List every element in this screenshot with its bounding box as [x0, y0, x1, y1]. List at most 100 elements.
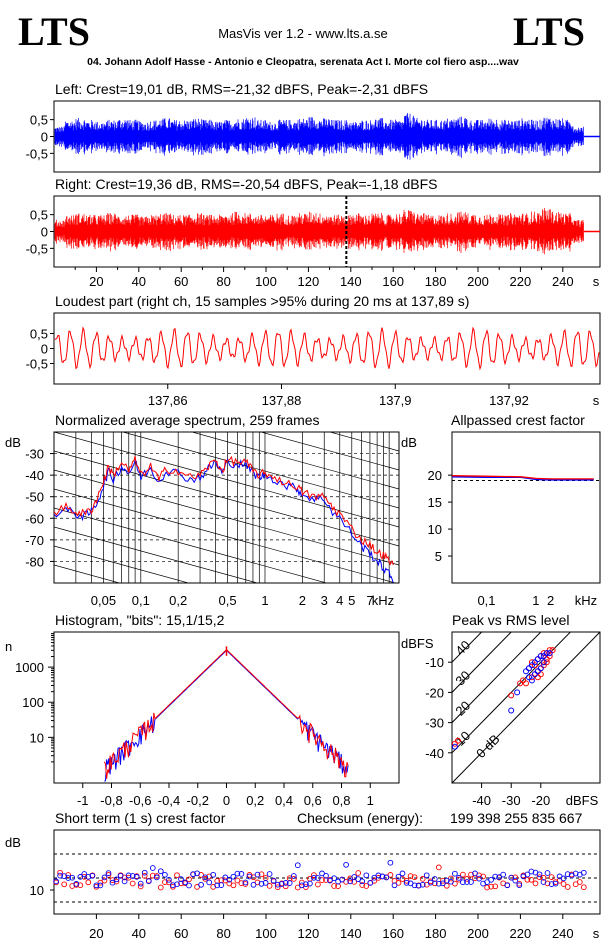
short-crest-point-left	[81, 871, 88, 877]
short-crest-point-left	[190, 871, 196, 877]
short-crest-point-left	[69, 874, 76, 881]
short-crest-point-left	[375, 872, 382, 879]
short-crest-point-left	[105, 870, 112, 876]
short-crest-point-right	[105, 872, 112, 878]
short-crest-point-left	[443, 877, 450, 884]
spectrum-slope-line	[54, 280, 399, 375]
short-crest-point-left	[182, 879, 188, 886]
spectrum-slope-line	[54, 469, 399, 566]
short-crest-point-left	[97, 882, 104, 889]
time-xtick-label: 160	[382, 274, 404, 289]
peak-rms-xtick-label: -20	[531, 793, 550, 808]
short-crest-xtick-label: 140	[340, 926, 362, 941]
short-crest-point-right	[258, 871, 265, 878]
spectrum-ytick-label: -70	[25, 533, 44, 548]
short-crest-point-left	[93, 882, 100, 889]
short-crest-point-left	[431, 876, 438, 882]
histogram-xtick-label: 0,6	[304, 793, 322, 808]
short-crest-point-left	[133, 874, 140, 880]
short-crest-point-left	[339, 876, 345, 883]
histogram-series-right	[103, 649, 349, 779]
peak-rms-point-right	[540, 662, 547, 669]
short-crest-point-left	[194, 870, 200, 877]
time-xtick-label: 220	[510, 274, 532, 289]
short-crest-point-right	[113, 878, 120, 885]
peak-rms-point-left	[540, 653, 547, 660]
short-crest-point-left	[456, 875, 462, 881]
spectrum-series-left	[54, 458, 394, 583]
short-crest-point-left	[149, 865, 156, 871]
peak-rms-point-left	[537, 653, 544, 660]
short-crest-point-left	[383, 874, 390, 881]
short-crest-point-right	[166, 879, 172, 886]
short-crest-frame	[53, 829, 601, 915]
short-crest-point-left	[464, 879, 470, 885]
histogram-xtick-label: 0	[223, 793, 230, 808]
peak-rms-diagonal	[452, 632, 542, 724]
short-crest-point-left	[274, 881, 281, 888]
file-name: 04. Johann Adolf Hasse - Antonio e Cleop…	[87, 56, 519, 68]
short-crest-point-right	[512, 874, 519, 881]
short-crest-point-right	[536, 874, 543, 881]
allpass-series-left	[451, 476, 594, 481]
peak-rms-point-right	[452, 740, 458, 747]
short-crest-point-left	[214, 882, 221, 889]
allpass-frame	[451, 431, 601, 584]
short-crest-point-left	[323, 872, 329, 879]
short-crest-xtick-label: 200	[467, 926, 489, 941]
short-crest-point-right	[238, 880, 245, 886]
peak-rms-point-left	[523, 668, 529, 675]
short-crest-point-left	[121, 878, 128, 885]
short-crest-xtick-label: 180	[425, 926, 447, 941]
short-crest-point-left	[488, 876, 494, 883]
peak-rms-point-left	[537, 665, 544, 672]
short-crest-point-left	[504, 882, 511, 889]
peak-rms-ylabel: dBFS	[401, 636, 434, 651]
short-crest-point-left	[411, 882, 418, 889]
short-crest-point-right	[101, 877, 108, 884]
peak-rms-point-right	[543, 659, 550, 666]
short-crest-point-right	[331, 883, 337, 889]
spectrum-slope-line	[259, 432, 399, 471]
time-xtick-label: 240	[552, 274, 574, 289]
short-crest-ylabel: dB	[5, 835, 21, 850]
short-crest-point-left	[234, 870, 241, 877]
short-crest-point-left	[162, 871, 168, 878]
short-crest-point-left	[77, 874, 84, 880]
allpass-ytick-label: 20	[428, 468, 442, 483]
short-crest-point-left	[53, 878, 59, 885]
spectrum-title: Normalized average spectrum, 259 frames	[55, 412, 320, 428]
peak-rms-diagonal-label: 20	[452, 698, 473, 719]
peak-rms-point-left	[540, 659, 547, 666]
short-crest-point-right	[65, 872, 72, 878]
short-crest-point-left	[141, 869, 148, 876]
short-crest-point-left	[468, 879, 474, 885]
short-crest-point-left	[536, 871, 543, 878]
short-crest-point-right	[419, 876, 426, 882]
peak-rms-point-right	[549, 647, 556, 654]
short-crest-point-right	[540, 874, 547, 881]
short-crest-point-left	[496, 874, 503, 880]
short-crest-point-left	[202, 874, 209, 881]
short-crest-point-left	[242, 879, 249, 886]
spectrum-slope-line	[54, 545, 190, 583]
short-crest-point-left	[307, 880, 313, 887]
short-crest-point-left	[419, 881, 426, 888]
short-crest-point-right	[311, 872, 317, 878]
short-crest-point-right	[315, 881, 321, 888]
peak-rms-point-right	[528, 674, 535, 681]
allpass-xunit: kHz	[575, 593, 597, 608]
short-crest-point-left	[403, 879, 410, 886]
allpass-xtick-label: 1	[532, 593, 539, 608]
short-crest-point-right	[170, 883, 176, 890]
short-crest-point-left	[399, 870, 406, 877]
short-crest-point-right	[129, 880, 136, 887]
short-crest-point-left	[246, 873, 253, 880]
loudest-ytick-label: 0	[41, 342, 48, 357]
peak-rms-point-right	[528, 659, 535, 666]
short-crest-point-left	[198, 881, 204, 888]
short-crest-point-right	[57, 869, 63, 876]
time-xunit: s	[593, 274, 600, 289]
allpass-ytick-label: 15	[428, 495, 442, 510]
